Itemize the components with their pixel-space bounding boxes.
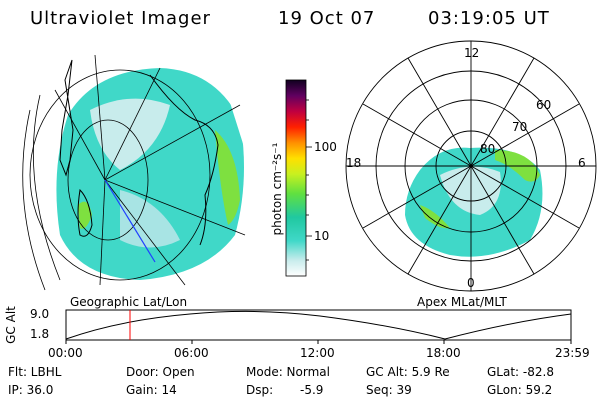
mlt-label-18: 18 bbox=[346, 156, 362, 170]
mlt-label-12: 12 bbox=[464, 46, 480, 60]
date-label: 19 Oct 07 bbox=[278, 8, 376, 29]
gain-info: Gain: 14 bbox=[126, 383, 177, 397]
alt-tick-1-8: 1.8 bbox=[30, 327, 50, 341]
geographic-caption: Geographic Lat/Lon bbox=[70, 295, 188, 309]
peninsula-outline bbox=[77, 188, 93, 237]
polar-grid bbox=[345, 40, 597, 292]
geographic-map bbox=[22, 54, 246, 291]
lat-label-80: 80 bbox=[480, 142, 496, 156]
time-tick-1800: 18:00 bbox=[426, 346, 461, 360]
ground-track bbox=[104, 179, 156, 263]
altitude-frame bbox=[65, 309, 572, 341]
time-label: 03:19:05 UT bbox=[428, 8, 550, 29]
coastline-east bbox=[149, 74, 219, 246]
coastline bbox=[59, 59, 74, 177]
gc-alt-info: GC Alt: 5.9 Re bbox=[366, 365, 450, 379]
aurora-bright-arc bbox=[215, 130, 240, 225]
colorbar-tick-10: 10 bbox=[314, 229, 330, 243]
colorbar-unit-label: photon cm⁻²s⁻¹ bbox=[270, 142, 284, 236]
altitude-plot bbox=[65, 309, 572, 344]
lat-label-60: 60 bbox=[536, 98, 552, 112]
time-tick-0600: 06:00 bbox=[174, 346, 209, 360]
lat-lon-grid bbox=[22, 54, 246, 291]
colorbar-scale bbox=[285, 79, 307, 277]
gc-alt-axis-label: GC Alt bbox=[3, 306, 18, 344]
colorbar-tick-100: 100 bbox=[314, 140, 337, 154]
time-tick-1200: 12:00 bbox=[300, 346, 335, 360]
door-info: Door: Open bbox=[126, 365, 195, 379]
polar-plot bbox=[345, 40, 597, 292]
aurora-bright-spot bbox=[78, 201, 92, 229]
time-tick-0000: 00:00 bbox=[48, 346, 83, 360]
lat-label-70: 70 bbox=[512, 120, 528, 134]
dsp-value: -5.9 bbox=[300, 383, 324, 397]
aurora-oval-bright-2 bbox=[420, 205, 450, 229]
colorbar bbox=[285, 79, 312, 277]
aurora-faint-region bbox=[90, 98, 170, 170]
imager-title: Ultraviolet Imager bbox=[30, 8, 211, 29]
seq-info: Seq: 39 bbox=[366, 383, 412, 397]
alt-tick-9: 9.0 bbox=[30, 307, 50, 321]
mlt-label-6: 6 bbox=[578, 156, 586, 170]
filter-info: Flt: LBHL bbox=[8, 365, 62, 379]
colorbar-ticks bbox=[306, 99, 312, 261]
altitude-ticks bbox=[65, 340, 572, 344]
dsp-label: Dsp: bbox=[246, 383, 274, 397]
mode-info: Mode: Normal bbox=[246, 365, 330, 379]
time-tick-2359: 23:59 bbox=[555, 346, 590, 360]
apex-caption: Apex MLat/MLT bbox=[417, 295, 507, 309]
mlt-label-0: 0 bbox=[467, 276, 475, 290]
ip-info: IP: 36.0 bbox=[8, 383, 54, 397]
aurora-faint-region-2 bbox=[120, 190, 180, 248]
aurora-oval-faint bbox=[440, 166, 501, 215]
glon-info: GLon: 59.2 bbox=[487, 383, 553, 397]
altitude-curve bbox=[65, 310, 572, 340]
glat-info: GLat: -82.8 bbox=[487, 365, 554, 379]
